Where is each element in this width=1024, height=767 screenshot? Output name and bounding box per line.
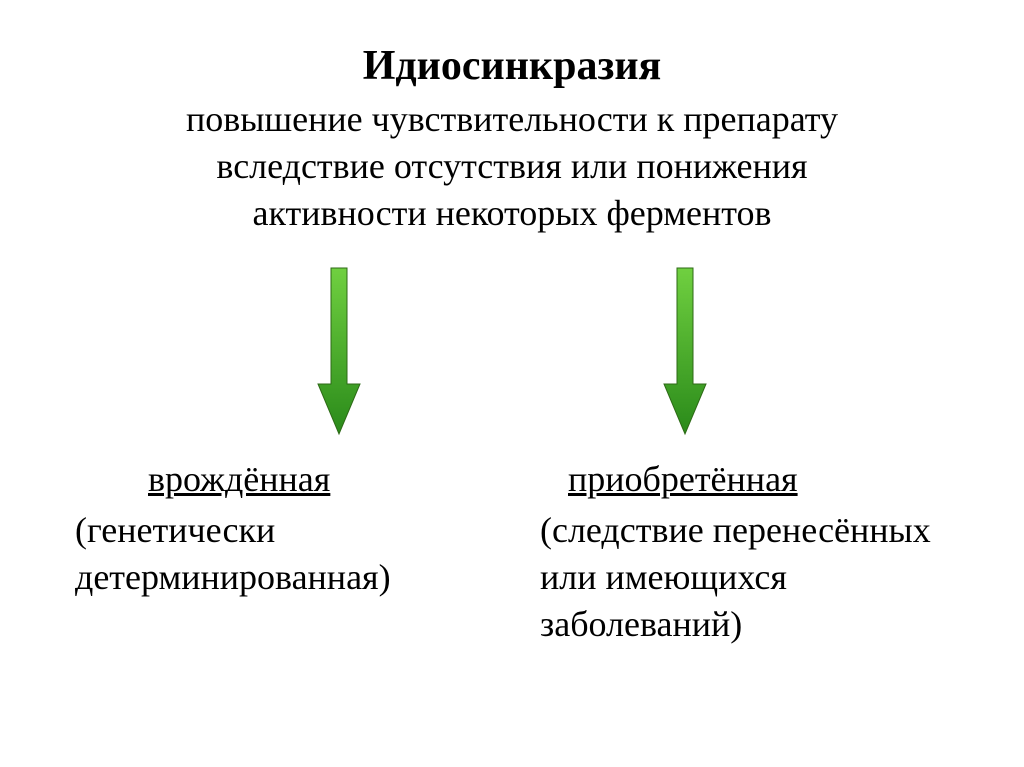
subtitle-line-1: повышение чувствительности к препарату — [186, 99, 838, 139]
subtitle-line-3: активности некоторых ферментов — [252, 193, 771, 233]
subtitle-line-2: вследствие отсутствия или понижения — [216, 146, 807, 186]
branch-right: приобретённая (следствие перенесённых ил… — [542, 456, 994, 647]
arrow-path — [664, 268, 706, 434]
diagram-subtitle: повышение чувствительности к препарату в… — [0, 90, 1024, 236]
arrow-left — [316, 266, 362, 436]
branch-left-title: врождённая — [100, 456, 542, 503]
down-arrow-icon — [662, 266, 708, 436]
branches-row: врождённая (генетически детерминированна… — [0, 436, 1024, 647]
branch-right-desc-line-3: заболеваний) — [540, 604, 742, 644]
arrow-path — [318, 268, 360, 434]
down-arrow-icon — [316, 266, 362, 436]
branch-right-desc-line-2: или имеющихся — [540, 557, 787, 597]
branch-left-desc-line-2: детерминированная) — [75, 557, 391, 597]
arrows-row — [0, 266, 1024, 436]
branch-right-desc-line-1: (следствие перенесённых — [540, 510, 931, 550]
branch-left: врождённая (генетически детерминированна… — [30, 456, 542, 647]
arrow-right — [662, 266, 708, 436]
branch-left-desc: (генетически детерминированная) — [75, 503, 542, 601]
branch-right-title: приобретённая — [552, 456, 994, 503]
branch-left-desc-line-1: (генетически — [75, 510, 275, 550]
diagram-title: Идиосинкразия — [0, 0, 1024, 90]
branch-right-desc: (следствие перенесённых или имеющихся за… — [540, 503, 994, 647]
